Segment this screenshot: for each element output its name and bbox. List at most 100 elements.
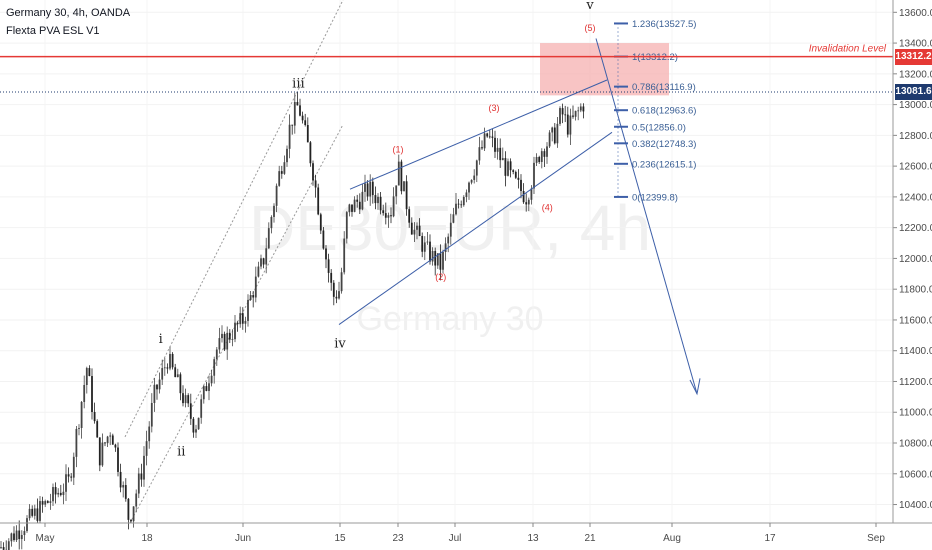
- candle-body: [491, 136, 494, 138]
- candle-body: [23, 531, 26, 536]
- candle-body: [499, 147, 502, 161]
- candle-body: [75, 428, 78, 457]
- candle-body: [540, 151, 543, 162]
- candle-body: [312, 163, 314, 181]
- candle-body: [283, 162, 286, 174]
- trend-channel: [124, 0, 344, 524]
- candle-body: [481, 147, 483, 149]
- candle-body: [514, 171, 517, 178]
- candle-body: [447, 236, 450, 244]
- candle-body: [460, 204, 463, 206]
- candle-body: [301, 115, 304, 121]
- candle-body: [262, 258, 265, 265]
- candle-body: [392, 196, 395, 217]
- subwave-label: (4): [542, 203, 553, 213]
- candle-body: [332, 282, 335, 297]
- candle-body: [13, 533, 15, 541]
- candle-body: [397, 161, 400, 186]
- subwave-label: (2): [435, 272, 446, 282]
- candle-body: [265, 248, 268, 265]
- candle-body: [252, 295, 255, 298]
- candle-body: [395, 185, 398, 197]
- candle-body: [195, 429, 197, 433]
- x-tick-label: Sep: [867, 533, 885, 544]
- candle-body: [85, 368, 88, 385]
- candle-body: [80, 401, 83, 428]
- wave-label-i: i: [159, 332, 163, 347]
- candle-body: [494, 137, 496, 152]
- x-tick-label: 17: [764, 533, 776, 544]
- candle-body: [501, 158, 504, 161]
- candle-body: [273, 205, 275, 217]
- candle-body: [223, 333, 226, 350]
- invalidation-label: Invalidation Level: [809, 44, 887, 55]
- fib-level-label: 0.618(12963.6): [632, 106, 696, 117]
- candle-body: [574, 110, 577, 117]
- candle-body: [530, 188, 533, 200]
- channel-upper: [124, 0, 344, 438]
- candle-body: [18, 530, 21, 540]
- candle-body: [182, 393, 184, 404]
- candle-body: [309, 142, 312, 164]
- candle-body: [405, 181, 408, 210]
- candle-body: [52, 487, 54, 502]
- candle-body: [91, 376, 93, 412]
- candle-body: [470, 179, 473, 183]
- y-tick-label: 11800.0: [899, 285, 932, 296]
- candle-body: [559, 108, 561, 124]
- candle-body: [67, 474, 70, 477]
- candle-body: [202, 386, 205, 400]
- candle-body: [374, 195, 377, 204]
- y-tick-label: 10800.0: [899, 439, 932, 450]
- candle-body: [117, 447, 119, 472]
- chart-title: Germany 30, 4h, OANDA: [6, 7, 131, 19]
- candle-body: [205, 386, 208, 391]
- candle-body: [504, 158, 507, 176]
- candle-body: [15, 530, 18, 541]
- candle-body: [465, 192, 468, 197]
- candle-body: [561, 108, 564, 115]
- candle-body: [0, 547, 2, 548]
- y-tick-label: 12800.0: [899, 131, 932, 142]
- candle-body: [538, 157, 541, 162]
- candle-body: [270, 216, 273, 229]
- candle-body: [431, 250, 434, 262]
- candle-body: [65, 474, 67, 492]
- candle-body: [382, 210, 385, 214]
- candle-body: [288, 124, 291, 149]
- ending-diagonal: [338, 38, 701, 396]
- candle-body: [338, 291, 340, 299]
- candle-body: [556, 123, 559, 144]
- candle-body: [377, 196, 379, 204]
- candle-body: [579, 106, 582, 111]
- x-tick-label: Jun: [235, 533, 251, 544]
- candle-body: [361, 191, 364, 210]
- candle-body: [403, 181, 405, 192]
- candle-body: [83, 384, 86, 402]
- candle-body: [317, 187, 320, 215]
- y-tick-label: 11400.0: [899, 346, 932, 357]
- candle-body: [210, 375, 213, 384]
- candle-body: [356, 199, 359, 202]
- candle-body: [387, 215, 390, 218]
- candle-body: [20, 535, 23, 540]
- candle-body: [449, 222, 452, 237]
- candle-body: [10, 533, 13, 542]
- candle-body: [358, 201, 361, 210]
- candle-body: [26, 518, 28, 532]
- candle-body: [166, 367, 169, 369]
- x-tick-label: 21: [584, 533, 596, 544]
- candle-body: [101, 442, 104, 466]
- candle-body: [546, 146, 548, 157]
- wave-label-ii: ii: [177, 444, 185, 459]
- candle-body: [72, 456, 75, 478]
- candle-body: [564, 114, 567, 116]
- wedge-upper: [349, 79, 608, 190]
- candle-body: [304, 120, 307, 126]
- candle-body: [231, 339, 234, 340]
- candle-body: [228, 332, 231, 340]
- candle-body: [44, 501, 47, 505]
- candle-body: [551, 127, 554, 133]
